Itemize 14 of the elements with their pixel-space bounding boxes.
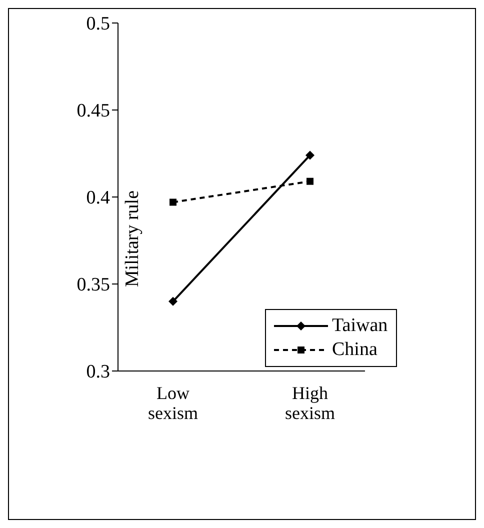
y-tick-label: 0.35: [76, 274, 110, 296]
y-tick-label: 0.5: [86, 14, 110, 35]
x-tick-label: High sexism: [284, 383, 336, 423]
y-tick-label: 0.4: [86, 188, 110, 209]
y-tick-label: 0.45: [76, 100, 110, 122]
legend-label: China: [332, 338, 378, 362]
y-axis-title: Military rule: [122, 190, 143, 288]
point: [168, 296, 178, 306]
point: [306, 150, 314, 160]
point: [170, 198, 176, 206]
x-tick-label: Low sexism: [148, 383, 198, 423]
y-tick-label: 0.3: [86, 362, 110, 383]
point: [306, 178, 314, 185]
legend-label: Taiwan: [332, 314, 388, 338]
